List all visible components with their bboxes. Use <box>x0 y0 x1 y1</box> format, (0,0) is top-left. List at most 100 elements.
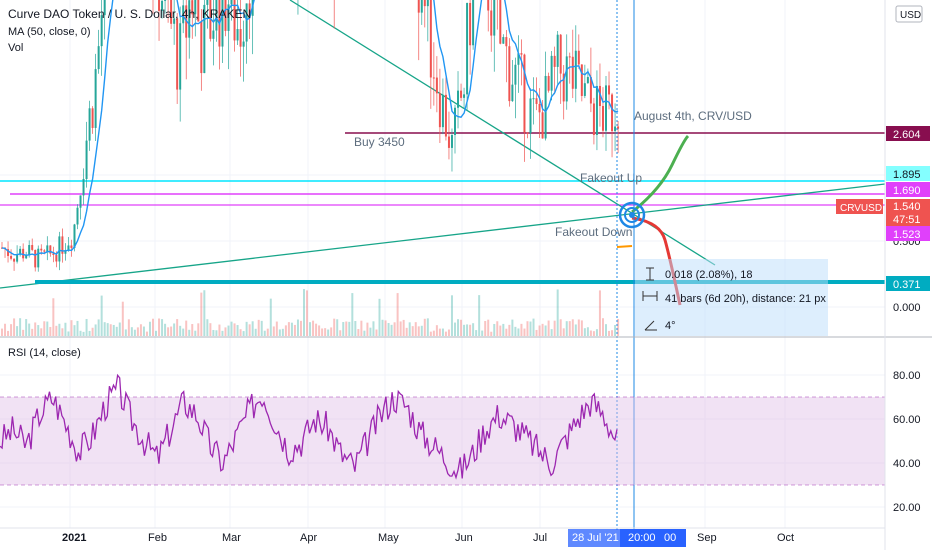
volume-bar <box>200 292 203 336</box>
volume-bar <box>454 322 456 336</box>
candle-body <box>454 107 456 136</box>
volume-bar <box>148 321 151 336</box>
candle-body <box>517 53 520 65</box>
volume-bar <box>390 324 393 336</box>
volume-bar <box>100 295 103 336</box>
candle-body <box>514 64 517 85</box>
candle-body <box>617 126 620 129</box>
candle-body <box>100 15 103 47</box>
time-axis[interactable]: 2021 Feb Mar Apr May Jun Jul Sep Oct <box>62 532 794 544</box>
ma-line <box>1 0 619 257</box>
volume-bar <box>4 323 7 336</box>
ma-indicator-label[interactable]: MA (50, close, 0) <box>8 26 91 38</box>
volume-bar <box>167 327 170 336</box>
volume-bar <box>475 330 478 336</box>
rsi-indicator-label[interactable]: RSI (14, close) <box>8 347 81 359</box>
price-candles <box>1 0 620 272</box>
candle-body <box>79 195 82 208</box>
volume-bar <box>580 320 583 336</box>
volume-bar <box>224 327 227 336</box>
chart-title[interactable]: Curve DAO Token / U. S. Dollar, 4h, KRAK… <box>8 7 251 21</box>
volume-bar <box>309 322 312 336</box>
candle-body <box>583 83 586 96</box>
volume-bar <box>263 330 266 336</box>
volume-bar <box>568 321 571 336</box>
time-tick-label: May <box>378 532 399 544</box>
volume-bar <box>233 323 236 336</box>
volume-bar <box>22 329 25 336</box>
volume-bar <box>124 329 127 336</box>
candle-body <box>586 77 589 84</box>
candle-body <box>94 69 97 128</box>
measure-bars-icon <box>642 291 658 301</box>
candle-body <box>82 178 85 196</box>
vol-indicator-label[interactable]: Vol <box>8 42 23 54</box>
fakeout-up-annotation: Fakeout Up <box>580 171 642 185</box>
candle-body <box>170 0 173 24</box>
volume-bar <box>194 330 197 336</box>
currency-button[interactable] <box>895 5 923 23</box>
candle-body <box>173 18 176 24</box>
volume-bar <box>209 323 212 336</box>
rsi-axis[interactable]: 80.00 60.00 40.00 20.00 <box>893 370 921 514</box>
volume-bar <box>88 330 91 336</box>
volume-bar <box>79 330 82 336</box>
volume-bar <box>182 328 185 336</box>
candle-body <box>230 0 233 5</box>
volume-bar <box>429 331 432 336</box>
volume-bar <box>248 324 251 336</box>
candle-body <box>224 0 227 31</box>
volume-bar <box>505 328 508 336</box>
volume-bar <box>484 320 487 336</box>
volume-bar <box>553 320 556 336</box>
time-tick-label: Sep <box>697 532 717 544</box>
time-tick-label: Jul <box>533 532 547 544</box>
volume-bar <box>387 323 390 336</box>
candle-body <box>221 0 224 47</box>
candle-body <box>248 3 251 16</box>
candle-body <box>85 140 88 179</box>
candle-body <box>64 250 67 254</box>
volume-bar <box>242 331 245 336</box>
candle-body <box>614 126 617 132</box>
candle-body <box>432 77 435 79</box>
volume-bar <box>158 318 161 336</box>
volume-bar <box>571 319 574 336</box>
volume-bar <box>266 328 269 336</box>
volume-bar <box>381 319 384 336</box>
volume-bar <box>290 322 293 336</box>
cursor-date-label: 28 Jul '21 <box>572 532 619 544</box>
volume-bar <box>336 319 339 336</box>
candle-body <box>55 254 58 262</box>
volume-bar <box>67 331 70 336</box>
volume-bar <box>598 290 601 336</box>
candle-body <box>574 50 577 89</box>
candle-body <box>450 135 453 148</box>
candle-body <box>526 132 529 134</box>
volume-bar <box>583 328 586 336</box>
volume-bar <box>312 320 315 336</box>
volume-bar <box>547 320 550 336</box>
volume-bar <box>133 329 136 336</box>
volume-bar <box>321 328 324 336</box>
volume-bar <box>466 324 469 336</box>
volume-bar <box>423 318 426 336</box>
rsi-tick-label: 20.00 <box>893 502 921 514</box>
volume-bar <box>402 319 405 336</box>
volume-bar <box>384 320 387 336</box>
volume-bar <box>435 325 438 336</box>
candle-body <box>28 245 31 256</box>
volume-bar <box>278 329 281 336</box>
volume-bar <box>188 329 191 336</box>
buy-annotation: Buy 3450 <box>354 135 405 149</box>
volume-bar <box>330 327 333 336</box>
volume-bar <box>281 328 284 336</box>
candle-body <box>239 29 242 47</box>
volume-bar <box>287 322 290 336</box>
volume-bar <box>520 323 523 336</box>
volume-bar <box>251 321 254 336</box>
candle-body <box>589 77 592 104</box>
